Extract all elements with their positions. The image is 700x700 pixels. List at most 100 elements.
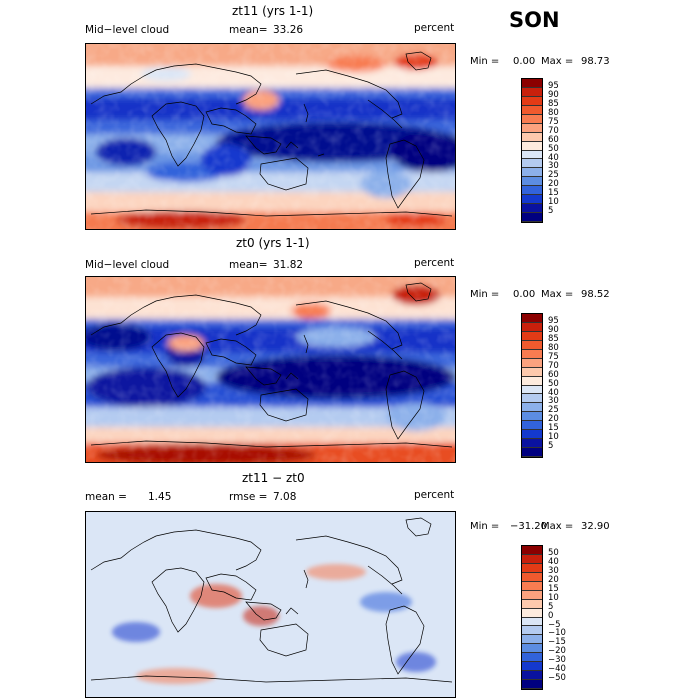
colorbar-swatch	[522, 546, 542, 555]
panel-3-max-label: Max =	[541, 521, 574, 532]
colorbar-tick-label: 70	[548, 360, 559, 371]
colorbar-tick-label: 10	[548, 592, 559, 603]
colorbar-tick-label: −30	[548, 655, 566, 666]
colorbar-tick-label: 85	[548, 333, 559, 344]
colorbar-swatch	[522, 439, 542, 449]
colorbar-tick-label: 15	[548, 583, 559, 594]
panel-3-max-value: 32.90	[581, 521, 610, 532]
panel-1-mean-value: 33.26	[273, 24, 304, 36]
colorbar-swatch	[522, 617, 542, 627]
colorbar-swatch	[522, 653, 542, 663]
panel-1-min-label: Min =	[470, 56, 500, 67]
panel-3-colorbar-ticks: 50 40 30 20 15 10 5 0 −5 −10 −15 −20 −30 −40 −50	[548, 549, 566, 683]
panel-1-map	[85, 43, 456, 230]
colorbar-tick-label: −15	[548, 637, 566, 648]
colorbar-swatch	[522, 626, 542, 636]
colorbar-tick-label: −40	[548, 664, 566, 675]
colorbar-swatch	[522, 150, 542, 160]
colorbar-swatch	[522, 204, 542, 214]
colorbar-tick-label: 25	[548, 405, 559, 416]
colorbar-tick-label: −20	[548, 646, 566, 657]
colorbar-swatch	[522, 635, 542, 645]
colorbar-swatch	[522, 87, 542, 97]
panel-3-rmse-value: 7.08	[273, 491, 297, 503]
panel-3-mean-value: 1.45	[148, 491, 172, 503]
panel-2-title: zt0 (yrs 1-1)	[236, 236, 310, 250]
colorbar-swatch	[522, 331, 542, 341]
colorbar-swatch	[522, 314, 542, 323]
panel-3-rmse-label: rmse =	[229, 491, 268, 503]
colorbar-swatch	[522, 671, 542, 681]
panel-2-mean-value: 31.82	[273, 259, 304, 271]
colorbar-swatch	[522, 195, 542, 205]
panel-3-colorbar	[521, 545, 543, 690]
colorbar-tick-label: 30	[548, 161, 559, 172]
panel-2-max-label: Max =	[541, 289, 574, 300]
colorbar-tick-label: 90	[548, 324, 559, 335]
colorbar-tick-label: 80	[548, 342, 559, 353]
colorbar-swatch	[522, 358, 542, 368]
colorbar-swatch	[522, 412, 542, 422]
colorbar-tick-label: 5	[548, 206, 554, 217]
panel-1-unit: percent	[414, 22, 455, 34]
colorbar-swatch	[522, 79, 542, 88]
colorbar-tick-label: 15	[548, 423, 559, 434]
colorbar-swatch	[522, 141, 542, 151]
colorbar-tick-label: 80	[548, 107, 559, 118]
colorbar-swatch	[522, 105, 542, 115]
colorbar-tick-label: 20	[548, 574, 559, 585]
colorbar-tick-label: 20	[548, 414, 559, 425]
colorbar-tick-label: 50	[548, 548, 559, 558]
colorbar-swatch	[522, 132, 542, 142]
panel-2-min-label: Min =	[470, 289, 500, 300]
panel-1-colorbar-ticks: 95 90 85 80 75 70 60 50 40 30 25 20 15 10 5	[548, 82, 559, 216]
colorbar-swatch	[522, 349, 542, 359]
panel-1-mean-label: mean=	[229, 24, 268, 36]
colorbar-tick-label: 25	[548, 170, 559, 181]
colorbar-tick-label: 95	[548, 316, 559, 326]
panel-1-max-label: Max =	[541, 56, 574, 67]
panel-3-title: zt11 − zt0	[242, 471, 305, 485]
colorbar-tick-label: −5	[548, 619, 561, 630]
panel-1-min-value: 0.00	[513, 56, 536, 67]
season-label: SON	[509, 8, 560, 32]
colorbar-tick-label: 40	[548, 556, 559, 567]
colorbar-tick-label: 60	[548, 134, 559, 145]
colorbar-tick-label: 50	[548, 143, 559, 154]
panel-1-colorbar	[521, 78, 543, 223]
colorbar-swatch	[522, 563, 542, 573]
colorbar-swatch	[522, 186, 542, 196]
colorbar-swatch	[522, 680, 542, 689]
panel-3-map	[85, 511, 456, 698]
panel-2-variable-label: Mid−level cloud	[85, 259, 170, 271]
colorbar-tick-label: 0	[548, 610, 554, 621]
colorbar-swatch	[522, 599, 542, 609]
colorbar-swatch	[522, 421, 542, 431]
colorbar-swatch	[522, 96, 542, 106]
colorbar-swatch	[522, 572, 542, 582]
colorbar-tick-label: 30	[548, 396, 559, 407]
colorbar-tick-label: 90	[548, 89, 559, 100]
colorbar-tick-label: 60	[548, 369, 559, 380]
colorbar-swatch	[522, 430, 542, 440]
colorbar-tick-label: 75	[548, 116, 559, 127]
colorbar-swatch	[522, 608, 542, 618]
panel-3-unit: percent	[414, 489, 455, 501]
colorbar-swatch	[522, 367, 542, 377]
colorbar-swatch	[522, 662, 542, 672]
colorbar-tick-label: 85	[548, 98, 559, 109]
panel-3-min-label: Min =	[470, 521, 500, 532]
colorbar-tick-label: −10	[548, 628, 566, 639]
colorbar-swatch	[522, 376, 542, 386]
panel-2-max-value: 98.52	[581, 289, 610, 300]
colorbar-tick-label: 30	[548, 565, 559, 576]
panel-3-min-value: −31.20	[510, 521, 548, 532]
colorbar-swatch	[522, 123, 542, 133]
panel-2-min-value: 0.00	[513, 289, 536, 300]
colorbar-tick-label: 95	[548, 81, 559, 91]
colorbar-tick-label: 5	[548, 441, 554, 452]
panel-2-map	[85, 276, 456, 463]
colorbar-swatch	[522, 448, 542, 457]
colorbar-swatch	[522, 403, 542, 413]
colorbar-tick-label: 50	[548, 378, 559, 389]
